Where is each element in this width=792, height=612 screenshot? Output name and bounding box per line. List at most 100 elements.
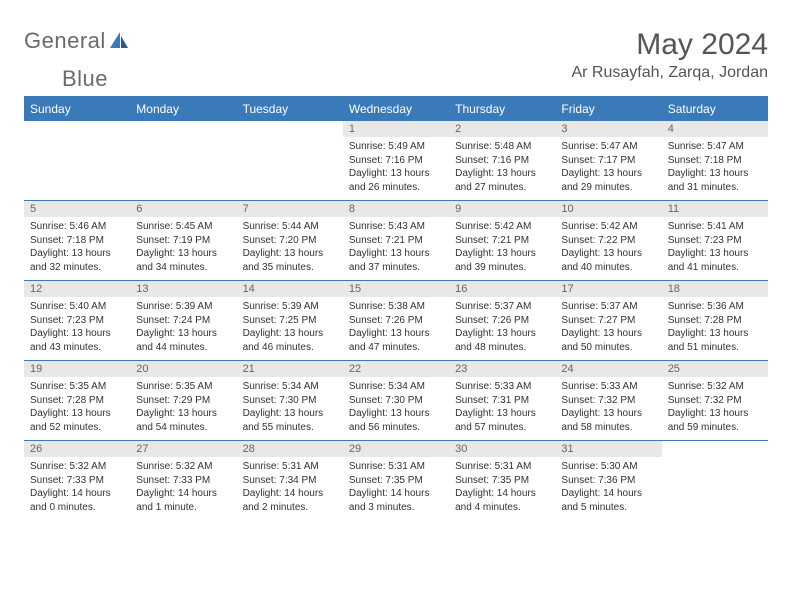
- sunrise-line: Sunrise: 5:42 AM: [561, 220, 655, 234]
- day-detail-cell: Sunrise: 5:34 AMSunset: 7:30 PMDaylight:…: [343, 377, 449, 441]
- day-detail-cell: Sunrise: 5:49 AMSunset: 7:16 PMDaylight:…: [343, 137, 449, 201]
- daylight-line: Daylight: 13 hours and 35 minutes.: [243, 247, 337, 274]
- daylight-line: Daylight: 13 hours and 27 minutes.: [455, 167, 549, 194]
- sunset-line: Sunset: 7:16 PM: [349, 154, 443, 168]
- sunset-line: Sunset: 7:36 PM: [561, 474, 655, 488]
- day-number-cell: [130, 121, 236, 138]
- sunset-line: Sunset: 7:31 PM: [455, 394, 549, 408]
- day-number-cell: 26: [24, 441, 130, 458]
- day-detail-cell: [662, 457, 768, 520]
- day-detail-cell: Sunrise: 5:40 AMSunset: 7:23 PMDaylight:…: [24, 297, 130, 361]
- sunrise-line: Sunrise: 5:37 AM: [455, 300, 549, 314]
- daylight-line: Daylight: 13 hours and 54 minutes.: [136, 407, 230, 434]
- sunset-line: Sunset: 7:27 PM: [561, 314, 655, 328]
- sunset-line: Sunset: 7:18 PM: [30, 234, 124, 248]
- day-number-cell: 15: [343, 281, 449, 298]
- day-number-cell: 7: [237, 201, 343, 218]
- sunset-line: Sunset: 7:19 PM: [136, 234, 230, 248]
- day-detail-cell: [130, 137, 236, 201]
- day-number-cell: [237, 121, 343, 138]
- sunrise-line: Sunrise: 5:35 AM: [30, 380, 124, 394]
- sunset-line: Sunset: 7:32 PM: [668, 394, 762, 408]
- day-number-cell: 1: [343, 121, 449, 138]
- sunrise-line: Sunrise: 5:32 AM: [136, 460, 230, 474]
- daylight-line: Daylight: 13 hours and 43 minutes.: [30, 327, 124, 354]
- day-detail-row: Sunrise: 5:32 AMSunset: 7:33 PMDaylight:…: [24, 457, 768, 520]
- sunset-line: Sunset: 7:18 PM: [668, 154, 762, 168]
- day-detail-cell: Sunrise: 5:31 AMSunset: 7:35 PMDaylight:…: [343, 457, 449, 520]
- day-detail-cell: Sunrise: 5:32 AMSunset: 7:32 PMDaylight:…: [662, 377, 768, 441]
- daylight-line: Daylight: 13 hours and 47 minutes.: [349, 327, 443, 354]
- sunset-line: Sunset: 7:20 PM: [243, 234, 337, 248]
- daylight-line: Daylight: 13 hours and 26 minutes.: [349, 167, 443, 194]
- sunrise-line: Sunrise: 5:44 AM: [243, 220, 337, 234]
- day-detail-cell: Sunrise: 5:35 AMSunset: 7:28 PMDaylight:…: [24, 377, 130, 441]
- day-number-row: 12131415161718: [24, 281, 768, 298]
- day-number-cell: 16: [449, 281, 555, 298]
- daylight-line: Daylight: 13 hours and 46 minutes.: [243, 327, 337, 354]
- day-detail-cell: Sunrise: 5:39 AMSunset: 7:24 PMDaylight:…: [130, 297, 236, 361]
- daylight-line: Daylight: 13 hours and 31 minutes.: [668, 167, 762, 194]
- weekday-header: Tuesday: [237, 97, 343, 121]
- sunset-line: Sunset: 7:23 PM: [30, 314, 124, 328]
- day-detail-cell: Sunrise: 5:47 AMSunset: 7:18 PMDaylight:…: [662, 137, 768, 201]
- day-number-cell: 12: [24, 281, 130, 298]
- day-number-row: 1234: [24, 121, 768, 138]
- sunrise-line: Sunrise: 5:34 AM: [243, 380, 337, 394]
- daylight-line: Daylight: 13 hours and 59 minutes.: [668, 407, 762, 434]
- daylight-line: Daylight: 13 hours and 40 minutes.: [561, 247, 655, 274]
- sunrise-line: Sunrise: 5:39 AM: [136, 300, 230, 314]
- sunrise-line: Sunrise: 5:47 AM: [668, 140, 762, 154]
- sunrise-line: Sunrise: 5:47 AM: [561, 140, 655, 154]
- day-number-cell: 18: [662, 281, 768, 298]
- calendar-body: 1234Sunrise: 5:49 AMSunset: 7:16 PMDayli…: [24, 121, 768, 521]
- day-number-cell: 25: [662, 361, 768, 378]
- sunset-line: Sunset: 7:26 PM: [455, 314, 549, 328]
- sunrise-line: Sunrise: 5:33 AM: [455, 380, 549, 394]
- sunrise-line: Sunrise: 5:34 AM: [349, 380, 443, 394]
- day-number-cell: 10: [555, 201, 661, 218]
- sunset-line: Sunset: 7:25 PM: [243, 314, 337, 328]
- weekday-header: Wednesday: [343, 97, 449, 121]
- sunrise-line: Sunrise: 5:37 AM: [561, 300, 655, 314]
- day-detail-cell: Sunrise: 5:31 AMSunset: 7:35 PMDaylight:…: [449, 457, 555, 520]
- sunset-line: Sunset: 7:28 PM: [668, 314, 762, 328]
- day-number-cell: 31: [555, 441, 661, 458]
- sunrise-line: Sunrise: 5:33 AM: [561, 380, 655, 394]
- day-detail-cell: Sunrise: 5:43 AMSunset: 7:21 PMDaylight:…: [343, 217, 449, 281]
- day-number-cell: 20: [130, 361, 236, 378]
- day-detail-row: Sunrise: 5:46 AMSunset: 7:18 PMDaylight:…: [24, 217, 768, 281]
- day-detail-cell: Sunrise: 5:45 AMSunset: 7:19 PMDaylight:…: [130, 217, 236, 281]
- sunset-line: Sunset: 7:21 PM: [349, 234, 443, 248]
- day-detail-cell: Sunrise: 5:41 AMSunset: 7:23 PMDaylight:…: [662, 217, 768, 281]
- day-detail-cell: Sunrise: 5:32 AMSunset: 7:33 PMDaylight:…: [130, 457, 236, 520]
- sunset-line: Sunset: 7:35 PM: [455, 474, 549, 488]
- day-number-cell: 28: [237, 441, 343, 458]
- day-number-cell: 3: [555, 121, 661, 138]
- day-detail-cell: Sunrise: 5:46 AMSunset: 7:18 PMDaylight:…: [24, 217, 130, 281]
- daylight-line: Daylight: 13 hours and 51 minutes.: [668, 327, 762, 354]
- daylight-line: Daylight: 14 hours and 1 minute.: [136, 487, 230, 514]
- sunrise-line: Sunrise: 5:32 AM: [668, 380, 762, 394]
- day-detail-cell: Sunrise: 5:38 AMSunset: 7:26 PMDaylight:…: [343, 297, 449, 361]
- sunrise-line: Sunrise: 5:49 AM: [349, 140, 443, 154]
- day-detail-cell: Sunrise: 5:44 AMSunset: 7:20 PMDaylight:…: [237, 217, 343, 281]
- sunset-line: Sunset: 7:21 PM: [455, 234, 549, 248]
- daylight-line: Daylight: 13 hours and 50 minutes.: [561, 327, 655, 354]
- sunset-line: Sunset: 7:29 PM: [136, 394, 230, 408]
- day-detail-cell: Sunrise: 5:47 AMSunset: 7:17 PMDaylight:…: [555, 137, 661, 201]
- sunrise-line: Sunrise: 5:35 AM: [136, 380, 230, 394]
- sunrise-line: Sunrise: 5:31 AM: [455, 460, 549, 474]
- day-detail-cell: Sunrise: 5:36 AMSunset: 7:28 PMDaylight:…: [662, 297, 768, 361]
- day-detail-cell: Sunrise: 5:37 AMSunset: 7:27 PMDaylight:…: [555, 297, 661, 361]
- sunset-line: Sunset: 7:34 PM: [243, 474, 337, 488]
- sunset-line: Sunset: 7:32 PM: [561, 394, 655, 408]
- logo-text-2: Blue: [62, 66, 108, 92]
- daylight-line: Daylight: 14 hours and 4 minutes.: [455, 487, 549, 514]
- day-number-cell: 23: [449, 361, 555, 378]
- day-number-cell: 8: [343, 201, 449, 218]
- sunrise-line: Sunrise: 5:36 AM: [668, 300, 762, 314]
- daylight-line: Daylight: 14 hours and 0 minutes.: [30, 487, 124, 514]
- sunrise-line: Sunrise: 5:31 AM: [349, 460, 443, 474]
- day-detail-cell: Sunrise: 5:32 AMSunset: 7:33 PMDaylight:…: [24, 457, 130, 520]
